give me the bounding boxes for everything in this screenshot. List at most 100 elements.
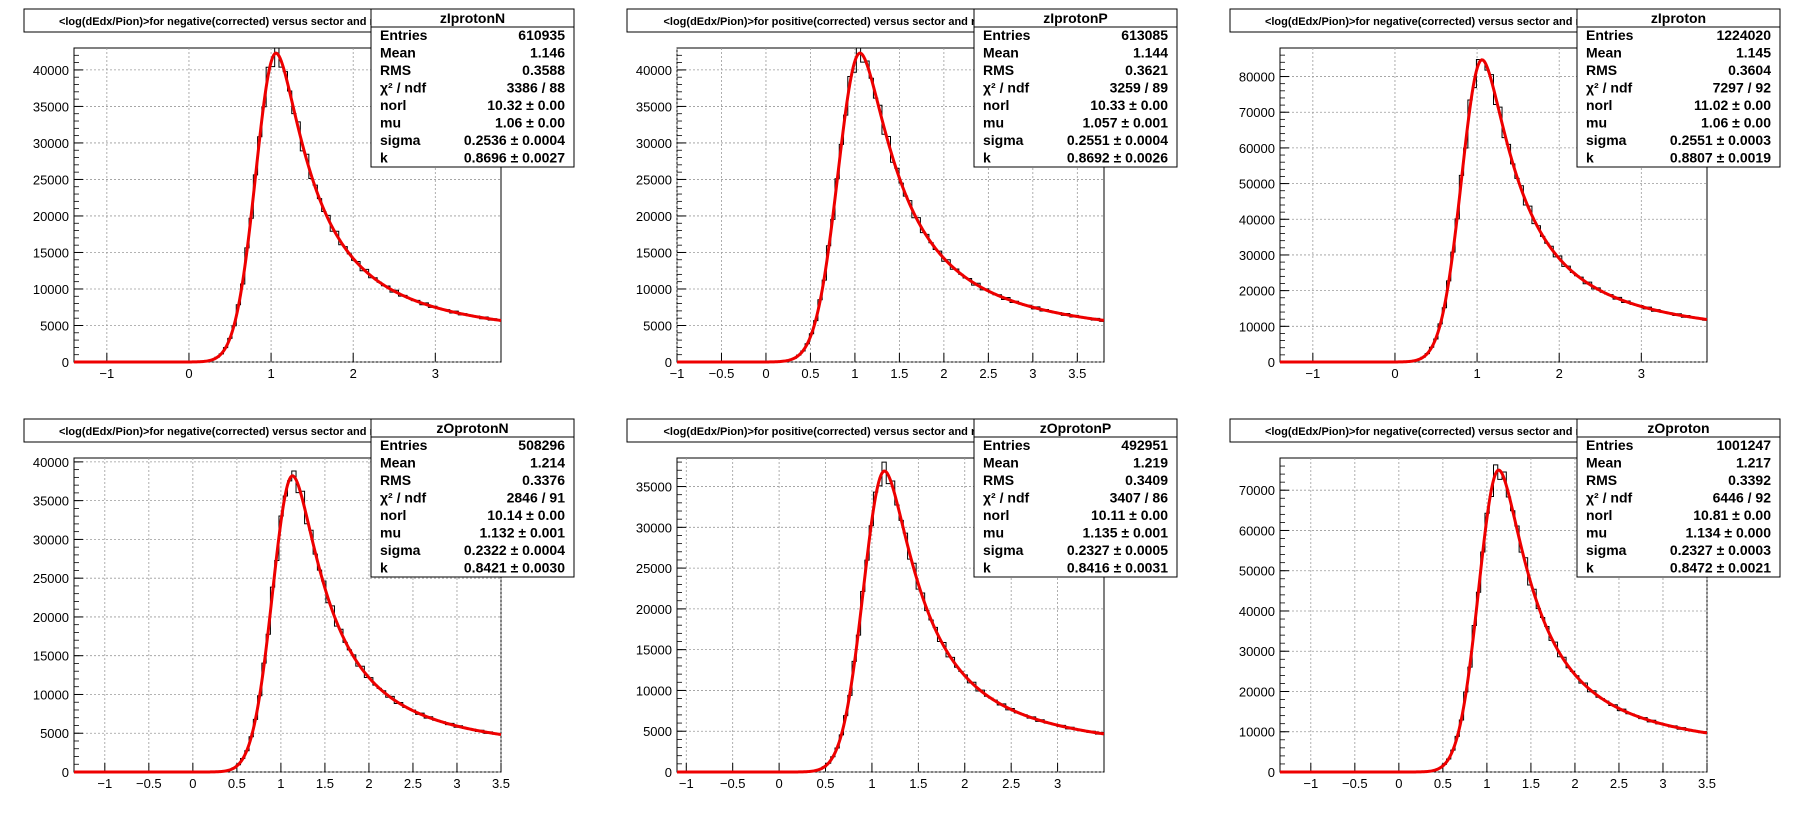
stats-label: Entries — [983, 437, 1031, 453]
y-tick-label: 0 — [665, 355, 672, 370]
stats-value: 0.8692 ± 0.0026 — [1067, 150, 1168, 166]
stats-value: 613085 — [1121, 27, 1168, 43]
stats-value: 0.8421 ± 0.0030 — [464, 560, 565, 576]
stats-value: 0.3409 — [1125, 472, 1168, 488]
y-tick-label: 5000 — [643, 724, 672, 739]
stats-value: 1.057 ± 0.001 — [1082, 115, 1168, 131]
x-tick-label: 1.5 — [909, 776, 927, 791]
y-tick-label: 5000 — [643, 318, 672, 333]
y-tick-label: 20000 — [636, 209, 672, 224]
stats-label: RMS — [983, 62, 1014, 78]
y-tick-label: 60000 — [1239, 523, 1275, 538]
stats-value: 1001247 — [1716, 437, 1771, 453]
y-tick-label: 30000 — [1239, 248, 1275, 263]
stats-name: zOprotonN — [436, 420, 508, 436]
stats-value: 0.8807 ± 0.0019 — [1670, 150, 1771, 166]
y-tick-label: 25000 — [636, 561, 672, 576]
stats-value: 10.81 ± 0.00 — [1693, 507, 1771, 523]
stats-label: Entries — [983, 27, 1031, 43]
x-tick-label: −0.5 — [136, 776, 162, 791]
stats-value: 1.134 ± 0.000 — [1685, 525, 1771, 541]
y-tick-label: 50000 — [1239, 177, 1275, 192]
stats-label: norl — [983, 97, 1009, 113]
stats-label: Entries — [1586, 437, 1634, 453]
y-tick-label: 20000 — [636, 602, 672, 617]
x-tick-label: 3 — [1659, 776, 1666, 791]
y-tick-label: 15000 — [636, 643, 672, 658]
x-tick-label: 2.5 — [1002, 776, 1020, 791]
y-tick-label: 25000 — [33, 571, 69, 586]
y-tick-label: 35000 — [33, 99, 69, 114]
x-tick-label: 1.5 — [890, 366, 908, 381]
stats-label: χ² / ndf — [983, 490, 1029, 506]
stats-name: zIprotonP — [1043, 10, 1108, 26]
stats-value: 11.02 ± 0.00 — [1694, 97, 1771, 113]
y-tick-label: 15000 — [33, 649, 69, 664]
stats-box — [370, 8, 575, 168]
stats-label: mu — [380, 525, 401, 541]
y-tick-label: 40000 — [33, 455, 69, 470]
y-tick-label: 0 — [62, 765, 69, 780]
panel-title: <log(dEdx/Pion)>for negative(corrected) … — [59, 426, 390, 438]
fit-curve — [1280, 468, 1708, 774]
stats-value: 0.3621 — [1125, 62, 1168, 78]
stats-value: 0.8696 ± 0.0027 — [464, 150, 565, 166]
stats-value: 2846 / 91 — [507, 490, 566, 506]
y-tick-label: 20000 — [1239, 684, 1275, 699]
x-tick-label: −1 — [670, 366, 685, 381]
stats-value: 0.3604 — [1728, 62, 1771, 78]
stats-value: 0.8472 ± 0.0021 — [1670, 560, 1771, 576]
stats-label: norl — [380, 97, 406, 113]
x-tick-label: 3 — [1029, 366, 1036, 381]
y-tick-label: 70000 — [1239, 105, 1275, 120]
stats-label: norl — [380, 507, 406, 523]
stats-value: 0.3588 — [522, 62, 565, 78]
histogram-panel-5: <log(dEdx/Pion)>for positive(corrected) … — [626, 418, 1178, 791]
x-tick-label: −1 — [1303, 776, 1318, 791]
y-tick-label: 60000 — [1239, 141, 1275, 156]
y-tick-label: 20000 — [1239, 284, 1275, 299]
y-tick-label: 10000 — [1239, 725, 1275, 740]
x-tick-label: 1.5 — [316, 776, 334, 791]
x-tick-label: 3 — [432, 366, 439, 381]
stats-label: k — [1586, 560, 1594, 576]
y-tick-label: 25000 — [636, 172, 672, 187]
x-tick-label: 3 — [453, 776, 460, 791]
y-tick-label: 10000 — [1239, 319, 1275, 334]
stats-label: RMS — [1586, 472, 1617, 488]
stats-label: Mean — [1586, 45, 1622, 61]
x-tick-label: 0 — [1391, 366, 1398, 381]
stats-label: Mean — [380, 45, 416, 61]
y-tick-label: 30000 — [636, 520, 672, 535]
stats-label: mu — [380, 115, 401, 131]
stats-box — [973, 8, 1178, 168]
stats-value: 1.144 — [1133, 45, 1168, 61]
y-tick-label: 40000 — [1239, 212, 1275, 227]
y-tick-label: 0 — [1268, 355, 1275, 370]
stats-box — [370, 418, 575, 578]
panel-title: <log(dEdx/Pion)>for positive(corrected) … — [663, 16, 990, 28]
x-tick-label: 2 — [1571, 776, 1578, 791]
x-tick-label: 0.5 — [816, 776, 834, 791]
y-tick-label: 15000 — [636, 245, 672, 260]
fit-curve — [74, 474, 502, 774]
stats-value: 3386 / 88 — [507, 80, 566, 96]
y-tick-label: 0 — [665, 765, 672, 780]
x-tick-label: 3.5 — [1068, 366, 1086, 381]
x-tick-label: 2 — [940, 366, 947, 381]
stats-value: 0.2551 ± 0.0003 — [1670, 132, 1771, 148]
y-tick-label: 10000 — [636, 282, 672, 297]
stats-value: 1.135 ± 0.001 — [1082, 525, 1168, 541]
x-tick-label: 2.5 — [404, 776, 422, 791]
panel-title: <log(dEdx/Pion)>for negative(corrected) … — [59, 16, 390, 28]
x-tick-label: 3.5 — [1698, 776, 1716, 791]
x-tick-label: 1.5 — [1522, 776, 1540, 791]
stats-value: 0.8416 ± 0.0031 — [1067, 560, 1168, 576]
y-tick-label: 30000 — [33, 136, 69, 151]
stats-label: sigma — [983, 132, 1024, 148]
stats-name: zIprotonN — [440, 10, 505, 26]
x-tick-label: −1 — [97, 776, 112, 791]
stats-value: 3407 / 86 — [1110, 490, 1169, 506]
